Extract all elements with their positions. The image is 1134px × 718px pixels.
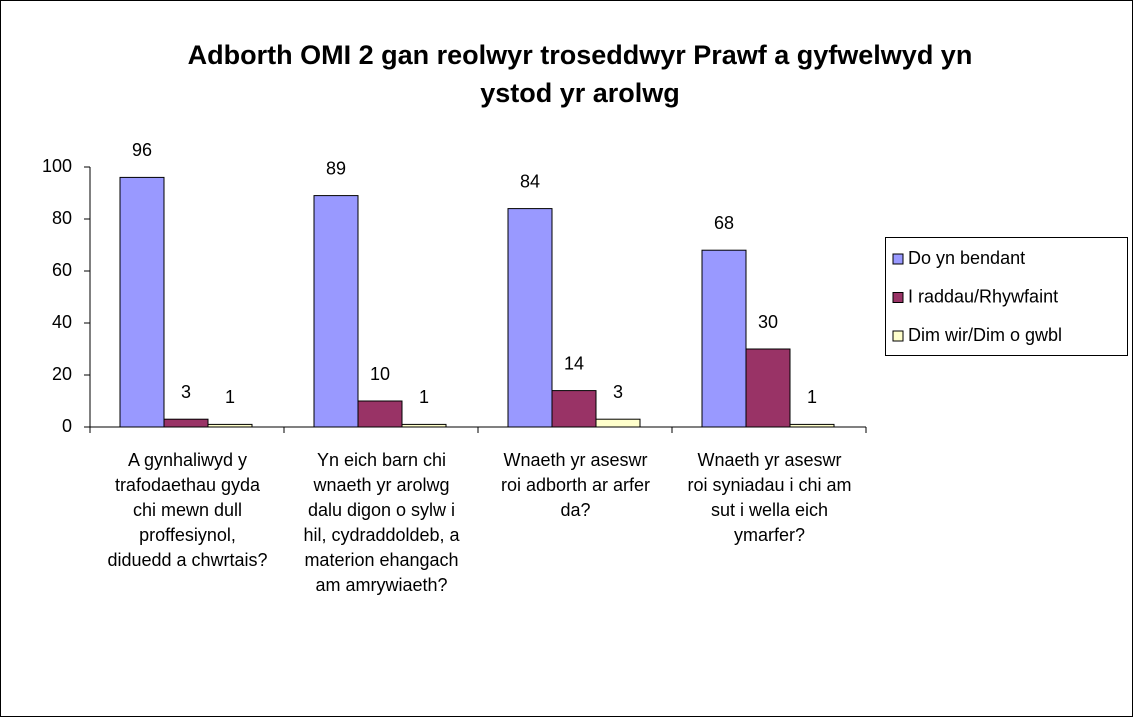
bar: [701, 249, 747, 428]
y-tick-label: 100: [42, 156, 72, 176]
data-label: 3: [613, 382, 623, 402]
bar: [789, 423, 835, 428]
data-label: 84: [520, 171, 540, 191]
data-label: 30: [758, 312, 778, 332]
chart-title: Adborth OMI 2 gan reolwyr troseddwyr Pra…: [187, 40, 973, 108]
legend-marker: [892, 253, 904, 265]
data-label: 96: [132, 140, 152, 160]
bar: [357, 400, 403, 428]
data-label: 14: [564, 353, 584, 373]
x-tick-label: Wnaeth yr aseswr roi adborth ar arfer da…: [500, 450, 651, 520]
data-label: 1: [225, 387, 235, 407]
data-label: 1: [419, 387, 429, 407]
data-label: 89: [326, 158, 346, 178]
data-label: 3: [181, 382, 191, 402]
bar: [401, 423, 447, 428]
y-tick-label: 0: [62, 416, 72, 436]
y-tick-label: 60: [52, 260, 72, 280]
bar: [163, 418, 209, 428]
y-tick-label: 40: [52, 312, 72, 332]
legend-marker: [892, 330, 904, 342]
legend-box: [885, 237, 1128, 356]
bar: [313, 195, 359, 428]
bar: [207, 423, 253, 428]
data-label: 1: [807, 387, 817, 407]
data-label: 68: [714, 213, 734, 233]
bar: [745, 348, 791, 428]
legend-marker: [892, 292, 904, 303]
bar: [551, 390, 597, 428]
bar: [507, 208, 553, 428]
bar: [119, 176, 165, 428]
y-tick-label: 80: [52, 208, 72, 228]
legend-label: Do yn bendant: [908, 248, 1025, 268]
x-tick-label: Wnaeth yr aseswr roi syniadau i chi am s…: [687, 450, 852, 545]
bar: [595, 418, 641, 428]
y-tick-label: 20: [52, 364, 72, 384]
legend-label: Dim wir/Dim o gwbl: [908, 325, 1062, 345]
x-tick-label: Yn eich barn chi wnaeth yr arolwg dalu d…: [303, 450, 460, 595]
data-label: 10: [370, 364, 390, 384]
legend-label: I raddau/Rhywfaint: [908, 286, 1058, 306]
x-tick-label: A gynhaliwyd y trafodaethau gyda chi mew…: [107, 450, 268, 570]
